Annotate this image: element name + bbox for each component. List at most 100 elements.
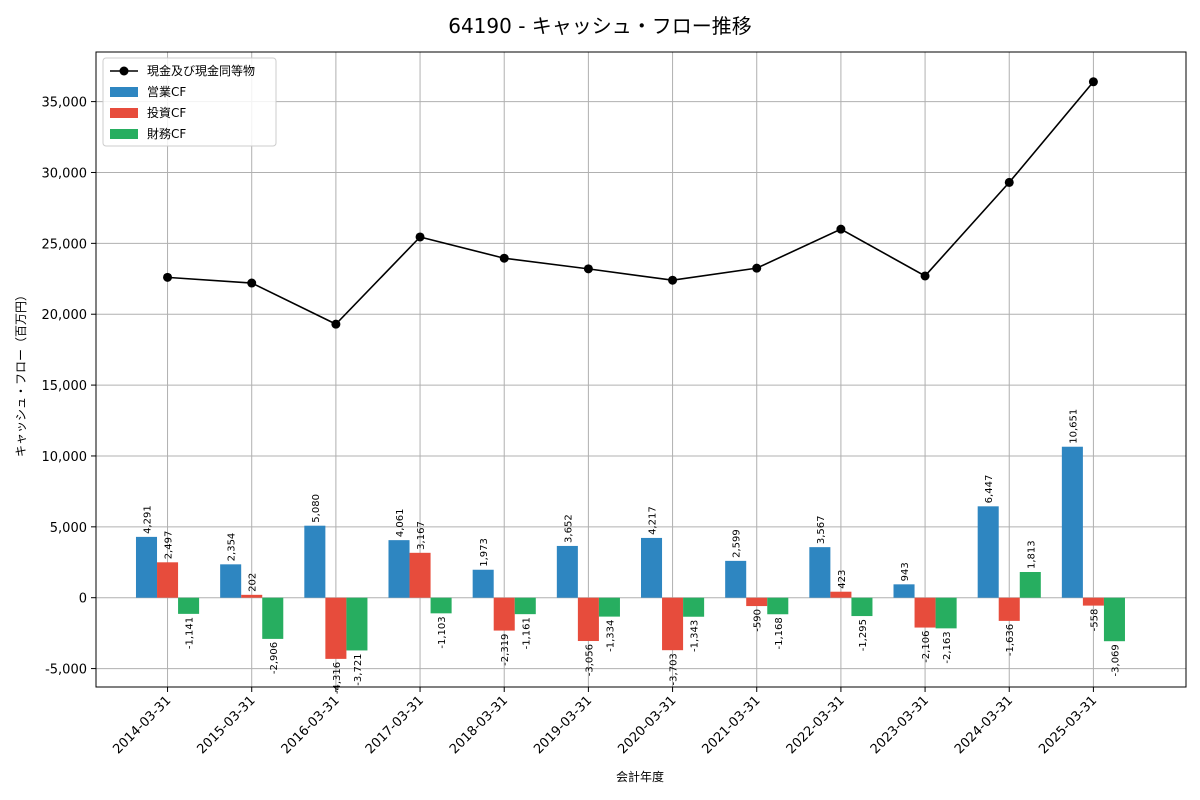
x-tick-label: 2015-03-31	[195, 693, 259, 757]
bar-value-label: 943	[900, 562, 911, 581]
chart-title: 64190 - キャッシュ・フロー推移	[448, 14, 752, 38]
x-tick-label: 2021-03-31	[700, 693, 764, 757]
cash-line	[163, 77, 1098, 329]
bar-value-label: -1,334	[605, 620, 616, 652]
bar-operating	[388, 540, 410, 598]
bar-value-label: -1,103	[437, 616, 448, 648]
bar-value-label: -1,343	[690, 620, 701, 652]
bar-financing	[262, 597, 284, 639]
bar-investing	[577, 597, 599, 642]
bar-value-label: 423	[837, 570, 848, 589]
bar-value-label: 1,813	[1026, 540, 1037, 569]
y-tick-label: 30,000	[42, 166, 88, 181]
legend-label: 営業CF	[147, 85, 186, 99]
cash-line-point	[331, 319, 341, 329]
bar-investing	[914, 597, 936, 628]
legend-line-marker	[119, 66, 129, 76]
bar-value-label: 2,497	[164, 531, 175, 560]
bar-value-label: -590	[753, 609, 764, 632]
bar-operating	[725, 560, 747, 598]
bar-financing	[683, 597, 705, 617]
y-tick-label: 0	[79, 592, 87, 607]
x-tick-label: 2025-03-31	[1036, 693, 1100, 757]
y-tick-label: 10,000	[42, 450, 88, 465]
bar-operating	[641, 537, 663, 598]
bar-investing	[325, 597, 347, 659]
y-axis-label: キャッシュ・フロー（百万円）	[14, 289, 28, 457]
bar-operating	[893, 584, 915, 598]
bar-investing	[998, 597, 1020, 621]
bar-financing	[430, 597, 452, 614]
bar-investing	[1082, 597, 1104, 606]
bar-value-label: 202	[248, 573, 259, 592]
bar-financing	[1019, 572, 1041, 598]
bar-investing	[662, 597, 684, 651]
bar-value-label: -1,168	[774, 617, 785, 649]
bar-value-label: -1,141	[185, 617, 196, 649]
x-tick-label: 2018-03-31	[447, 693, 511, 757]
bar-operating	[977, 506, 999, 598]
cash-line-point	[583, 264, 593, 274]
plot-frame	[95, 51, 1187, 688]
bar-investing	[830, 591, 852, 598]
bar-value-label: -1,636	[1005, 624, 1016, 656]
x-axis-label: 会計年度	[616, 769, 664, 784]
bar-value-label: -1,161	[521, 617, 532, 649]
bar-value-label: -2,106	[921, 631, 932, 663]
y-tick-label: 25,000	[42, 237, 88, 252]
bar-value-label: -2,319	[500, 634, 511, 666]
x-tick-label: 2017-03-31	[363, 693, 427, 757]
bar-value-label: -3,069	[1110, 644, 1121, 676]
cash-line-point	[836, 224, 846, 234]
bar-value-label: -1,295	[858, 619, 869, 651]
cash-line-point	[163, 272, 173, 282]
cash-line-point	[752, 263, 762, 273]
bar-investing	[157, 562, 179, 598]
bar-operating	[220, 564, 242, 598]
bar-labels: 4,291 2,354 5,080 4,061 1,973 3,652 4,217 2,599…	[143, 409, 1122, 694]
cash-line-point	[247, 278, 257, 288]
x-tick-label: 2024-03-31	[952, 693, 1016, 757]
x-tick-label: 2023-03-31	[868, 693, 932, 757]
bar-financing	[178, 597, 200, 614]
y-tick-label: 35,000	[42, 96, 88, 111]
x-tick-label: 2020-03-31	[615, 693, 679, 757]
y-tick-label: 20,000	[42, 308, 88, 323]
bar-value-label: 10,651	[1068, 409, 1079, 444]
y-tick-label: 15,000	[42, 379, 88, 394]
cash-line-point	[499, 253, 509, 263]
cash-line-path	[167, 81, 1095, 326]
bar-operating	[304, 525, 326, 598]
bar-value-label: 3,167	[416, 521, 427, 550]
legend-label: 投資CF	[147, 105, 186, 120]
bar-operating	[1061, 446, 1083, 598]
bar-investing	[746, 597, 768, 607]
bar-value-label: -2,906	[269, 642, 280, 674]
bar-value-label: 2,354	[227, 533, 238, 562]
bar-operating	[809, 547, 831, 598]
bar-value-label: 4,217	[648, 506, 659, 535]
bar-value-label: -2,163	[942, 631, 953, 663]
legend-label-cash: 現金及び現金同等物	[147, 63, 255, 78]
bar-operating	[556, 545, 578, 598]
x-tick-label: 2014-03-31	[110, 693, 174, 757]
bar-value-label: 4,061	[395, 509, 406, 538]
legend-swatch	[110, 87, 138, 97]
bar-value-label: 6,447	[984, 475, 995, 504]
bar-operating	[472, 569, 494, 598]
legend-box	[102, 57, 277, 147]
x-tick-label: 2022-03-31	[784, 693, 848, 757]
legend-label: 財務CF	[147, 126, 186, 141]
bar-value-label: 1,973	[479, 538, 490, 567]
bar-financing	[1103, 597, 1125, 642]
legend-swatch	[110, 108, 138, 118]
bar-financing	[598, 597, 620, 617]
bar-value-label: -3,056	[584, 644, 595, 676]
y-tick-label: 5,000	[50, 521, 87, 536]
bar-value-label: 3,567	[816, 516, 827, 545]
cash-line-point	[1004, 177, 1014, 187]
bar-financing	[767, 597, 789, 615]
y-tick-label: -5,000	[45, 663, 87, 678]
